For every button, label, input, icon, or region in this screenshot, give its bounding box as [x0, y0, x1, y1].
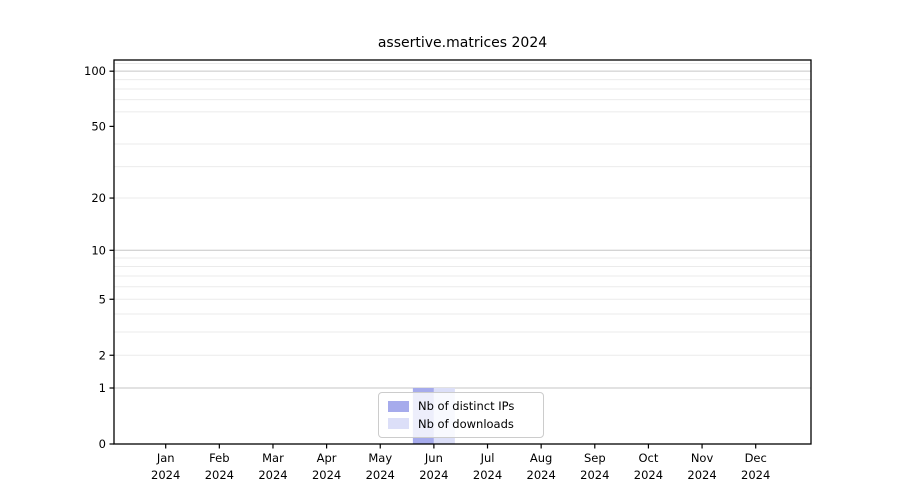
y-tick-label: 50	[91, 119, 106, 133]
legend-swatch-distinct-ips	[388, 400, 409, 412]
x-tick-year: 2024	[205, 468, 234, 482]
x-tick-year: 2024	[527, 468, 556, 482]
x-axis: Jan 2024 Feb 2024 Mar 2024 Apr 2024 May 2024 Jun 20…	[151, 444, 770, 482]
x-tick-year: 2024	[151, 468, 180, 482]
x-tick-year: 2024	[258, 468, 287, 482]
x-tick-month: Jan	[156, 451, 175, 465]
chart-legend: Nb of distinct IPs Nb of downloads	[378, 392, 544, 438]
legend-label-downloads: Nb of downloads	[418, 416, 514, 431]
legend-item-distinct-ips: Nb of distinct IPs	[388, 399, 534, 413]
x-tick-month: Feb	[209, 451, 229, 465]
y-tick-label: 10	[91, 243, 106, 257]
x-tick-month: Oct	[638, 451, 658, 465]
plot-border	[113, 59, 812, 445]
legend-item-downloads: Nb of downloads	[388, 417, 534, 431]
x-tick-year: 2024	[366, 468, 395, 482]
gridlines	[114, 63, 811, 389]
x-tick-year: 2024	[580, 468, 609, 482]
x-tick-year: 2024	[634, 468, 663, 482]
x-tick-month: May	[368, 451, 392, 465]
legend-label-distinct-ips: Nb of distinct IPs	[418, 399, 515, 414]
legend-swatch-downloads	[388, 418, 409, 430]
x-tick-year: 2024	[687, 468, 716, 482]
x-tick-year: 2024	[419, 468, 448, 482]
y-tick-label: 100	[84, 64, 106, 78]
x-tick-month: Aug	[530, 451, 552, 465]
x-tick-month: Nov	[691, 451, 714, 465]
x-tick-month: Jul	[480, 451, 495, 465]
x-tick-year: 2024	[473, 468, 502, 482]
x-tick-month: Sep	[584, 451, 606, 465]
y-tick-label: 2	[99, 348, 106, 362]
y-tick-label: 0	[99, 437, 106, 451]
y-tick-label: 1	[99, 381, 106, 395]
y-tick-label: 20	[91, 191, 106, 205]
x-tick-month: Mar	[262, 451, 284, 465]
y-axis: 0 1 2 5 10 20 50 100	[84, 64, 114, 451]
x-tick-month: Jun	[424, 451, 443, 465]
x-tick-year: 2024	[741, 468, 770, 482]
x-tick-month: Apr	[317, 451, 337, 465]
x-tick-month: Dec	[745, 451, 767, 465]
y-tick-label: 5	[99, 292, 106, 306]
x-tick-year: 2024	[312, 468, 341, 482]
chart-title: assertive.matrices 2024	[377, 35, 548, 51]
